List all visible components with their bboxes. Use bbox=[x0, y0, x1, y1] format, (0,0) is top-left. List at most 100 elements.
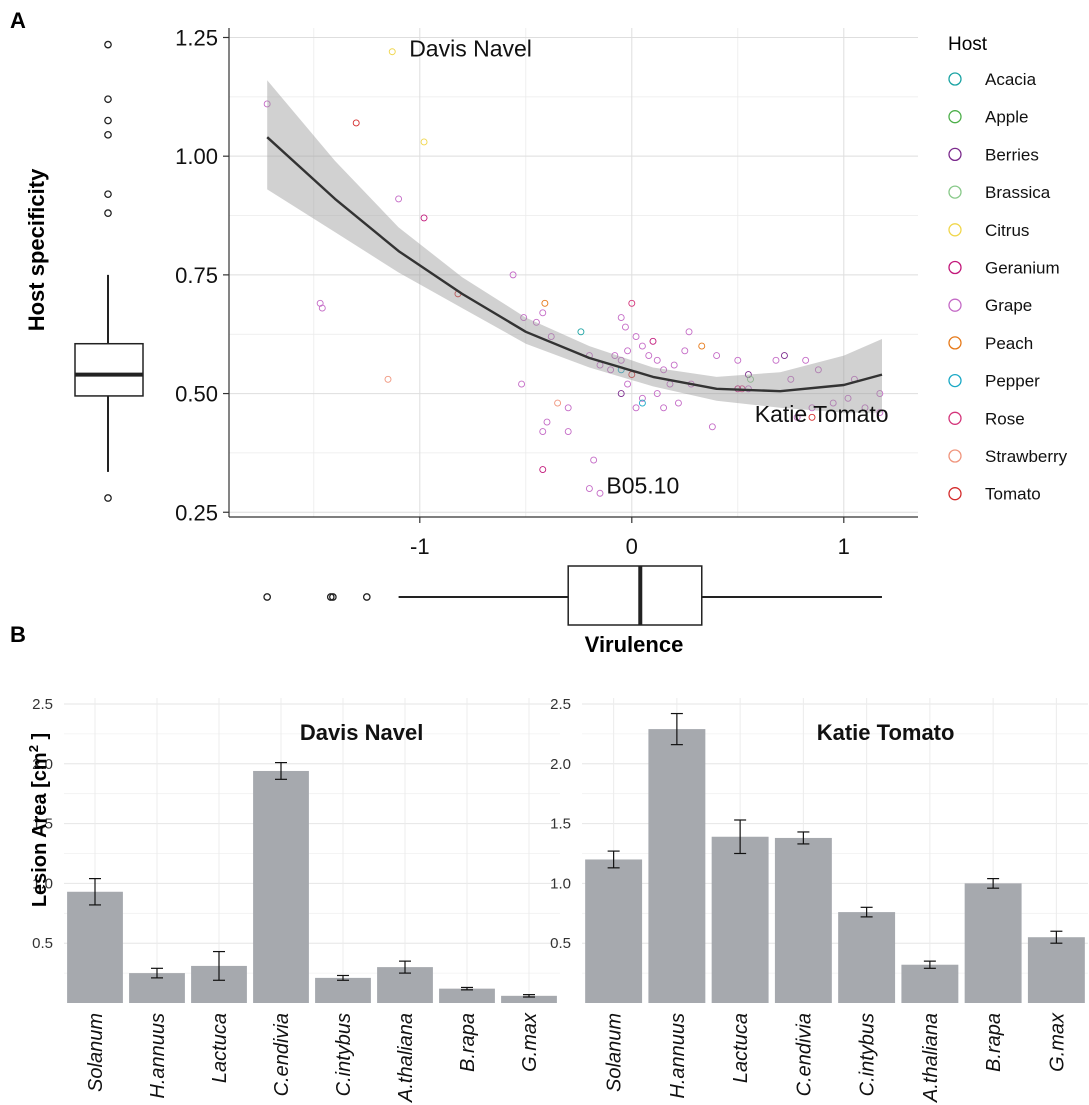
legend-swatch-peach bbox=[948, 336, 962, 350]
scatter-point bbox=[772, 356, 780, 364]
host-legend: Host Acacia Apple Berries Brassica Citrus Ger… bbox=[948, 34, 1068, 504]
outlier-point bbox=[104, 40, 112, 49]
scatter-point bbox=[585, 485, 593, 492]
scatter-point bbox=[539, 309, 547, 317]
scatter-point bbox=[808, 404, 816, 412]
scatter-point bbox=[685, 328, 693, 336]
scatter-point bbox=[539, 428, 547, 435]
y-tick-label: 0.5 bbox=[32, 935, 53, 952]
scatter-point bbox=[844, 394, 852, 402]
scatter-point bbox=[520, 314, 528, 322]
category-label: H.annuus bbox=[667, 1013, 689, 1099]
scatter-point bbox=[708, 423, 716, 431]
scatter-point bbox=[632, 404, 640, 412]
outlier-point bbox=[104, 95, 112, 104]
legend-label: Brassica bbox=[985, 183, 1051, 202]
scatter-point bbox=[384, 375, 392, 383]
scatter-point bbox=[660, 404, 668, 412]
scatter-point bbox=[632, 333, 640, 341]
legend-swatch-geranium bbox=[948, 260, 962, 275]
y-axis-label: Host specificity bbox=[24, 168, 49, 331]
scatter-point bbox=[554, 399, 562, 407]
scatter-point bbox=[263, 100, 271, 108]
scatter-point bbox=[395, 195, 403, 203]
scatter-point bbox=[681, 347, 689, 355]
category-label: G.max bbox=[1046, 1012, 1068, 1072]
scatter-point bbox=[547, 333, 555, 341]
scatter-point bbox=[543, 418, 551, 426]
bar bbox=[315, 977, 371, 1003]
legend-label: Peach bbox=[985, 334, 1033, 353]
scatter-axes bbox=[228, 28, 918, 518]
bar bbox=[439, 988, 495, 1003]
fit-line bbox=[266, 136, 883, 393]
box bbox=[567, 565, 703, 626]
legend-label: Tomato bbox=[985, 485, 1041, 504]
y-tick-label: 0.50 bbox=[175, 382, 218, 407]
category-label: C.endivia bbox=[793, 1013, 815, 1096]
y-tick-label: 1.5 bbox=[32, 816, 53, 833]
scatter-point bbox=[780, 352, 788, 360]
category-label: H.annuus bbox=[147, 1013, 169, 1099]
scatter-point bbox=[564, 404, 572, 412]
scatter-point bbox=[577, 328, 585, 336]
category-label: B.rapa bbox=[983, 1013, 1005, 1072]
lesion-bar-panels: 0.5 1.0 1.5 2.0 2.5 Solanum H.annuus Lactuca C.e… bbox=[26, 696, 1088, 1103]
scatter-point bbox=[638, 342, 646, 350]
bar bbox=[838, 912, 896, 1003]
scatter-point bbox=[713, 352, 721, 360]
bar bbox=[901, 964, 959, 1003]
x-axis-label: Virulence bbox=[585, 632, 684, 657]
scatter-point bbox=[621, 323, 629, 331]
virulence-boxplot bbox=[263, 565, 882, 626]
scatter-ticks: 0.25 0.50 0.75 1.00 1.25 -1 0 1 bbox=[175, 25, 850, 559]
category-label: Lactuca bbox=[730, 1013, 752, 1083]
y-tick-label: 1.00 bbox=[175, 144, 218, 169]
scatter-point bbox=[787, 375, 795, 383]
category-label: Solanum bbox=[604, 1013, 626, 1092]
category-label: A.thaliana bbox=[920, 1013, 942, 1103]
scatter-grid bbox=[229, 28, 918, 517]
scatter-point bbox=[674, 399, 682, 407]
legend-swatch-apple bbox=[948, 110, 962, 124]
legend-swatch-grape bbox=[948, 298, 962, 312]
scatter-point bbox=[611, 352, 619, 360]
bar-y-axis-label: Lesion Area [cm2 ] bbox=[26, 733, 51, 907]
category-label: G.max bbox=[519, 1012, 541, 1072]
bar-chart-title: Davis Navel bbox=[300, 720, 424, 745]
bar bbox=[1027, 937, 1085, 1003]
outlier-point bbox=[104, 209, 112, 218]
legend-label: Apple bbox=[985, 108, 1028, 127]
scatter-point bbox=[649, 337, 657, 345]
outlier-point bbox=[263, 593, 272, 601]
legend-label: Citrus bbox=[985, 221, 1029, 240]
bar bbox=[648, 729, 706, 1003]
legend-swatch-citrus bbox=[948, 223, 962, 237]
scatter-point bbox=[532, 318, 540, 326]
box bbox=[74, 342, 144, 397]
legend-label: Acacia bbox=[985, 70, 1037, 89]
scatter-panel: 0.25 0.50 0.75 1.00 1.25 -1 0 1 Davis Navel Kati… bbox=[24, 25, 1068, 657]
scatter-point bbox=[645, 352, 653, 360]
legend-label: Berries bbox=[985, 145, 1039, 164]
bar bbox=[774, 837, 832, 1003]
katie-tomato-bar-chart: 0.5 1.0 1.5 2.0 2.5 Solanum H.annuus Lactuca C.e… bbox=[550, 696, 1088, 1103]
y-tick-label: 2.0 bbox=[32, 756, 53, 773]
legend-swatch-pepper bbox=[948, 373, 962, 388]
scatter-point bbox=[808, 413, 816, 421]
confidence-band bbox=[267, 80, 882, 413]
scatter-point bbox=[638, 394, 646, 402]
scatter-point bbox=[876, 409, 884, 417]
legend-swatch-berries bbox=[948, 147, 962, 162]
x-tick-label: 0 bbox=[626, 534, 638, 559]
scatter-point bbox=[747, 375, 754, 383]
scatter-point bbox=[793, 413, 801, 421]
bar bbox=[585, 859, 643, 1003]
y-tick-label: 1.25 bbox=[175, 25, 218, 50]
outlier-point bbox=[362, 593, 371, 601]
legend-swatch-tomato bbox=[948, 487, 962, 501]
legend-title: Host bbox=[948, 34, 988, 55]
scatter-point bbox=[590, 456, 598, 464]
bar bbox=[711, 836, 769, 1003]
